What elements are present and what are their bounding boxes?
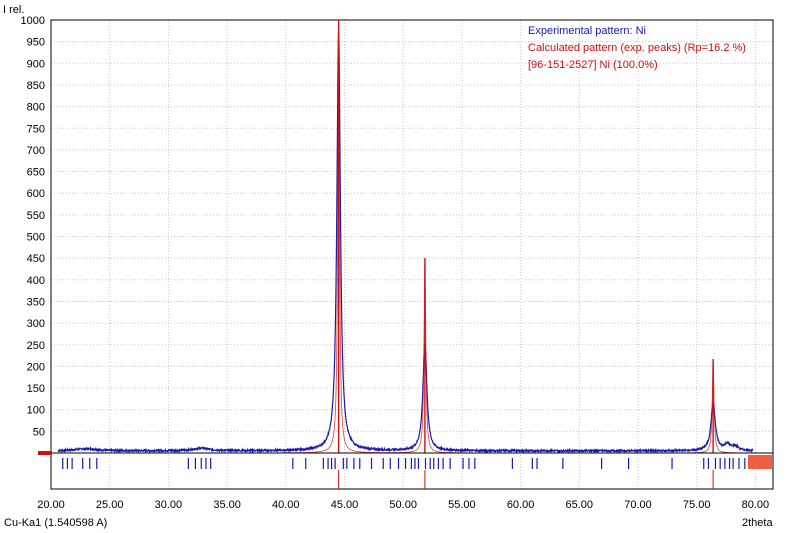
- x-tick-label: 70.00: [624, 499, 652, 511]
- y-tick-label: 150: [27, 383, 45, 395]
- x-tick-label: 30.00: [155, 499, 183, 511]
- range-start-marker: [38, 451, 52, 455]
- grid: [50, 19, 773, 489]
- y-tick-label: 700: [27, 145, 45, 157]
- y-tick-label: 1000: [21, 15, 45, 27]
- series-experimental: [57, 30, 754, 454]
- reference-lines: [338, 470, 714, 489]
- x-axis-label: 2theta: [742, 517, 773, 529]
- legend-experimental: Experimental pattern: Ni: [528, 25, 646, 37]
- x-tick-label: 40.00: [272, 499, 300, 511]
- candidate-ticks: [62, 458, 746, 469]
- y-tick-label: 950: [27, 37, 45, 49]
- y-tick-label: 750: [27, 123, 45, 135]
- y-tick-label: 50: [33, 426, 45, 438]
- range-end-marker: [748, 455, 772, 469]
- x-tick-label: 20.00: [37, 499, 65, 511]
- legend-reference: [96-151-2527] Ni (100.0%): [528, 59, 658, 71]
- y-tick-label: 900: [27, 58, 45, 70]
- plot-frame: [50, 19, 774, 490]
- y-tick-label: 200: [27, 361, 45, 373]
- x-tick-label: 75.00: [683, 499, 711, 511]
- y-tick-label: 800: [27, 102, 45, 114]
- y-tick-label: 450: [27, 253, 45, 265]
- x-tick-label: 25.00: [96, 499, 124, 511]
- x-tick-label: 45.00: [331, 499, 359, 511]
- y-tick-label: 400: [27, 275, 45, 287]
- y-tick-label: 300: [27, 318, 45, 330]
- wavelength-label: Cu-Ka1 (1.540598 A): [4, 517, 107, 529]
- legend-calculated: Calculated pattern (exp. peaks) (Rp=16.2…: [528, 42, 746, 54]
- x-tick-label: 55.00: [448, 499, 476, 511]
- y-tick-label: 600: [27, 188, 45, 200]
- y-tick-label: 100: [27, 405, 45, 417]
- x-axis: 20.00 25.00 30.00 35.00 40.00 45.00 50.00 55.00…: [37, 499, 769, 511]
- y-tick-label: 850: [27, 80, 45, 92]
- y-tick-label: 250: [27, 340, 45, 352]
- x-tick-label: 50.00: [389, 499, 417, 511]
- y-axis-label: I rel.: [3, 4, 24, 16]
- x-tick-label: 65.00: [566, 499, 594, 511]
- y-tick-label: 350: [27, 296, 45, 308]
- y-tick-label: 550: [27, 210, 45, 222]
- y-axis: 50 100 150 200 250 300 350 400 450 500 550 600 650 70…: [21, 15, 45, 438]
- y-tick-label: 650: [27, 167, 45, 179]
- x-tick-label: 35.00: [213, 499, 241, 511]
- x-tick-label: 80.00: [742, 499, 770, 511]
- y-tick-label: 500: [27, 232, 45, 244]
- x-tick-label: 60.00: [507, 499, 535, 511]
